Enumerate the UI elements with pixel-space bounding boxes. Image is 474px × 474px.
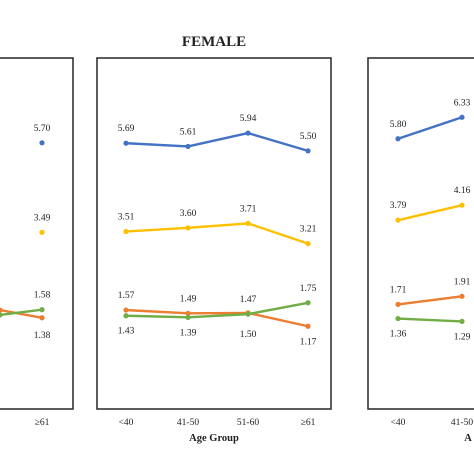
series-line — [124, 222, 310, 245]
x-tick-label: 41-50 — [177, 418, 199, 428]
series-line — [0, 308, 44, 319]
data-point — [39, 140, 45, 146]
data-label: 1.71 — [390, 285, 407, 295]
x-tick-label: ≥61 — [35, 418, 50, 428]
data-label: 5.69 — [118, 124, 135, 134]
series-line — [124, 131, 310, 153]
data-point — [305, 300, 311, 306]
data-point — [185, 310, 191, 316]
data-point — [395, 315, 401, 322]
data-point — [305, 323, 311, 329]
x-tick-label: 51-60 — [237, 418, 259, 428]
data-label: 1.43 — [118, 327, 135, 337]
data-label: 5.94 — [240, 114, 257, 124]
x-tick-label: ≥61 — [301, 418, 316, 428]
data-point — [123, 140, 129, 146]
data-point — [123, 313, 129, 319]
series-line — [396, 295, 464, 306]
data-point — [459, 293, 465, 299]
data-label: 5.70 — [34, 124, 51, 134]
data-point — [459, 202, 465, 208]
series-line — [396, 203, 464, 222]
series-line — [0, 308, 44, 317]
data-label: 5.80 — [390, 120, 407, 130]
data-point — [395, 301, 401, 307]
data-point — [395, 217, 401, 223]
panels: ≥61 5.70 3.49 1.38 1.58 FEMALE <40 41-50 51-60 ≥6… — [0, 34, 474, 444]
data-point — [39, 307, 45, 313]
data-point — [459, 114, 465, 120]
data-label: 3.49 — [34, 213, 51, 223]
data-point — [305, 148, 311, 154]
chart-panel-2: FEMALE <40 41-50 51-60 ≥61 Age Group 5.69 5.61 5… — [96, 34, 332, 444]
data-point — [395, 136, 401, 142]
data-point — [245, 220, 251, 226]
data-point — [459, 318, 465, 325]
data-point — [305, 241, 311, 247]
plot-frame — [96, 57, 332, 410]
data-label: 4.16 — [454, 186, 471, 196]
chart-panel-1: ≥61 5.70 3.49 1.38 1.58 — [0, 57, 74, 428]
data-label: 3.71 — [240, 204, 257, 214]
plot-frame — [0, 57, 74, 410]
data-label: 1.58 — [34, 291, 51, 301]
x-axis-title: A — [464, 433, 472, 444]
data-point — [245, 130, 251, 136]
data-point — [39, 229, 45, 235]
chart-panel-3: <40 41-50 A 5.80 6.33 3.79 4.16 1.71 1.91 1.36 1.2… — [367, 57, 474, 444]
series-group — [123, 130, 311, 329]
x-tick-label: <40 — [119, 418, 134, 428]
data-label: 1.38 — [34, 331, 51, 341]
data-label: 1.49 — [180, 294, 197, 304]
data-point — [123, 307, 129, 313]
data-label: 1.91 — [454, 277, 471, 287]
x-tick-label: 41-50 — [451, 418, 473, 428]
data-label: 1.75 — [300, 284, 317, 294]
data-label: 1.39 — [180, 328, 197, 338]
data-point — [185, 225, 191, 231]
data-point — [0, 307, 3, 313]
data-label: 1.17 — [300, 337, 317, 347]
data-label: 6.33 — [454, 98, 471, 108]
data-point — [123, 228, 129, 235]
series-line — [124, 308, 310, 328]
series-line — [124, 301, 310, 319]
panel-title: FEMALE — [182, 34, 246, 50]
series-group — [395, 114, 465, 325]
x-tick-label: <40 — [391, 418, 406, 428]
data-point — [0, 312, 3, 318]
data-label: 1.47 — [240, 295, 257, 305]
plot-frame — [367, 57, 474, 410]
data-label: 5.50 — [300, 132, 317, 142]
data-label: 3.79 — [390, 201, 407, 211]
data-point — [39, 315, 45, 321]
data-point — [185, 143, 191, 150]
data-label: 3.21 — [300, 225, 317, 235]
data-label: 5.61 — [180, 127, 197, 137]
series-line — [396, 116, 464, 140]
data-label: 1.57 — [118, 291, 135, 301]
x-axis-title: Age Group — [189, 433, 239, 444]
data-label: 3.51 — [118, 212, 135, 222]
data-label: 1.36 — [390, 330, 407, 340]
data-label: 3.60 — [180, 209, 197, 219]
series-group — [0, 140, 45, 321]
series-line — [396, 317, 464, 323]
data-label: 1.50 — [240, 330, 257, 340]
data-point — [185, 314, 191, 320]
data-point — [245, 311, 251, 317]
data-label: 1.29 — [454, 332, 471, 342]
